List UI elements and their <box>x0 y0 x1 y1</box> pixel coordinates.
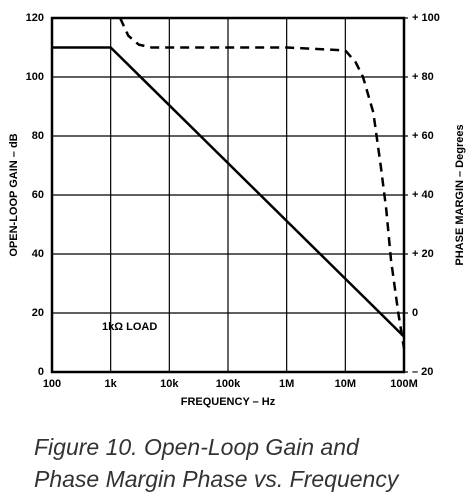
x-tick-label: 100M <box>390 378 418 390</box>
y-tick-label: 60 <box>32 189 44 201</box>
y-tick-label: 0 <box>38 366 44 378</box>
y2-tick-label: + 100 <box>412 12 440 24</box>
x-tick-label: 100k <box>216 378 241 390</box>
series-line <box>118 17 406 349</box>
y2-tick-label: – 20 <box>412 366 433 378</box>
caption: Figure 10. Open-Loop Gain and <box>34 434 360 460</box>
x-axis-label: FREQUENCY – Hz <box>181 396 276 408</box>
x-tick-label: 10k <box>160 378 179 390</box>
annotation: 1kΩ LOAD <box>102 321 157 333</box>
plot-frame <box>50 16 406 374</box>
y2-tick-label: + 20 <box>412 248 434 260</box>
x-tick-label: 100 <box>43 378 61 390</box>
series-line <box>52 46 405 338</box>
y-tick-label: 80 <box>32 130 44 142</box>
y-tick-label: 20 <box>32 307 44 319</box>
y-axis-label: OPEN-LOOP GAIN – dB <box>8 133 20 256</box>
y2-tick-label: + 60 <box>412 130 434 142</box>
y2-tick-label: 0 <box>412 307 418 319</box>
x-tick-label: 1k <box>105 378 118 390</box>
y2-tick-label: + 40 <box>412 189 434 201</box>
y-tick-label: 40 <box>32 248 44 260</box>
x-tick-label: 1M <box>279 378 294 390</box>
caption: Phase Margin Phase vs. Frequency <box>34 466 400 492</box>
y-tick-label: 120 <box>26 12 44 24</box>
y2-tick-label: + 80 <box>412 71 434 83</box>
x-tick-label: 10M <box>335 378 356 390</box>
y-tick-label: 100 <box>26 71 44 83</box>
y2-axis-label: PHASE MARGIN – Degrees <box>454 124 466 265</box>
